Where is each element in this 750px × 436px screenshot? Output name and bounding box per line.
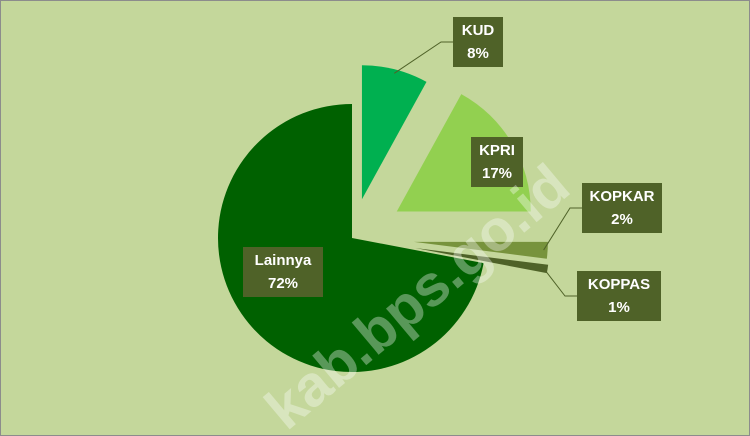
pie-slice bbox=[217, 104, 484, 373]
data-label-box bbox=[453, 17, 503, 67]
data-label-box bbox=[577, 271, 661, 321]
data-label-value: 1% bbox=[608, 299, 630, 316]
data-label-name: KUD bbox=[462, 22, 495, 39]
data-label-name: KOPPAS bbox=[588, 276, 650, 293]
pie-slice bbox=[361, 65, 427, 200]
leader-line bbox=[543, 268, 577, 297]
data-label-value: 17% bbox=[482, 165, 512, 182]
data-label-value: 2% bbox=[611, 211, 633, 228]
leader-line bbox=[393, 41, 453, 74]
data-label-box bbox=[582, 183, 662, 233]
data-label-value: 72% bbox=[268, 275, 298, 292]
data-label-value: 8% bbox=[467, 45, 489, 62]
pie-slice bbox=[413, 241, 548, 259]
data-label-name: KOPKAR bbox=[589, 188, 654, 205]
data-label-box bbox=[243, 247, 323, 297]
data-label-name: KPRI bbox=[479, 142, 515, 159]
data-label-box bbox=[471, 137, 523, 187]
leader-line bbox=[543, 207, 582, 251]
pie-slice bbox=[415, 248, 549, 274]
data-label-name: Lainnya bbox=[255, 252, 312, 269]
